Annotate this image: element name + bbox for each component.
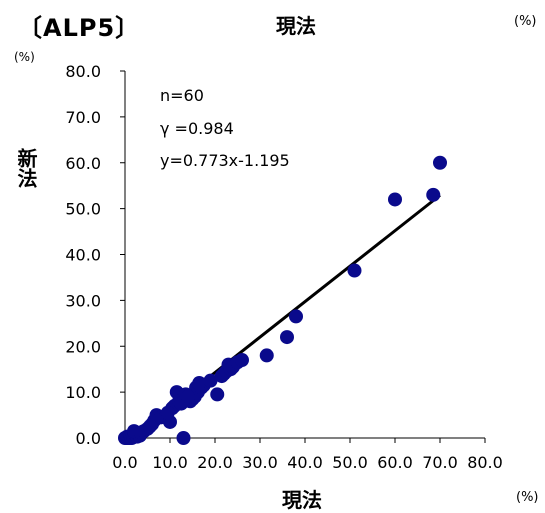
- x-unit-label: (%): [516, 490, 539, 505]
- y-unit-label: (%): [14, 50, 35, 64]
- data-points: [118, 155, 447, 445]
- y-tick-label: 10.0: [65, 383, 101, 402]
- annotation-gamma: γ =0.984: [160, 119, 234, 138]
- top-axis-label: 現法: [276, 14, 316, 38]
- y-tick-label: 70.0: [65, 108, 101, 127]
- data-point: [181, 389, 195, 404]
- x-tick-label: 0.0: [112, 453, 137, 472]
- data-point: [347, 263, 362, 278]
- x-tick-label: 60.0: [377, 453, 413, 472]
- y-tick-label: 0.0: [76, 429, 101, 448]
- ticks: 0.0 0.0 10.0 10.0 20.0 20.0 30.0 30.0 40.0 40.0 50…: [65, 62, 502, 472]
- data-point: [203, 373, 218, 388]
- x-tick-label: 30.0: [242, 453, 278, 472]
- data-point: [388, 192, 402, 207]
- data-point: [289, 309, 303, 324]
- y-tick-label: 30.0: [65, 291, 101, 310]
- y-tick-label: 60.0: [65, 154, 101, 173]
- x-tick-label: 70.0: [422, 453, 458, 472]
- y-tick-label: 40.0: [65, 246, 101, 265]
- y-axis-label: 新法: [14, 148, 38, 188]
- chart-title: 〔ALP5〕: [18, 14, 141, 42]
- x-tick-label: 80.0: [467, 453, 503, 472]
- y-tick-label: 20.0: [65, 337, 101, 356]
- data-point: [210, 387, 225, 402]
- data-point: [235, 353, 249, 368]
- data-point: [160, 405, 175, 420]
- y-tick-label: 80.0: [65, 62, 101, 81]
- x-axis-label: 現法: [282, 488, 322, 512]
- y-tick-label: 50.0: [65, 200, 101, 219]
- data-point: [259, 348, 274, 363]
- annotation-n: n=60: [160, 86, 204, 105]
- x-tick-label: 20.0: [197, 453, 233, 472]
- data-point: [192, 375, 207, 390]
- x-tick-label: 50.0: [332, 453, 368, 472]
- annotation-equation: y=0.773x-1.195: [160, 151, 290, 170]
- data-point: [433, 155, 447, 170]
- top-unit-label: (%): [514, 14, 537, 29]
- x-tick-label: 10.0: [152, 453, 188, 472]
- x-tick-label: 40.0: [287, 453, 323, 472]
- data-point: [176, 431, 191, 445]
- data-point: [280, 330, 294, 345]
- data-point: [426, 187, 441, 202]
